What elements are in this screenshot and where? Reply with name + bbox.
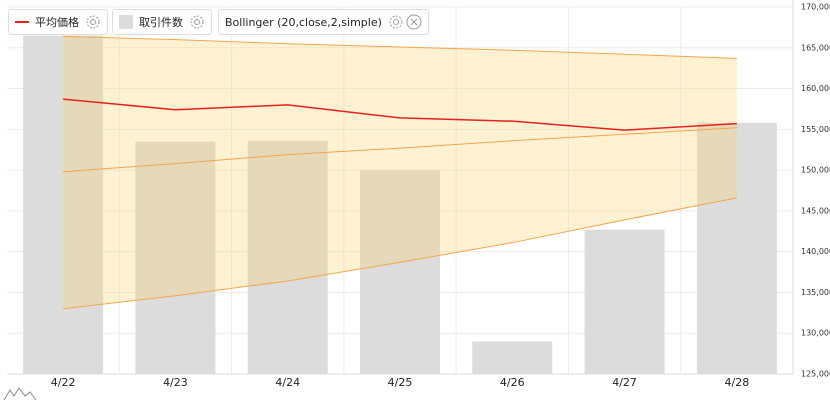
x-tick-label: 4/27 bbox=[612, 376, 637, 389]
band-fill bbox=[63, 36, 737, 309]
bar bbox=[23, 35, 104, 375]
x-tick-label: 4/25 bbox=[388, 376, 413, 389]
y-tick-label: 140,000 bbox=[801, 247, 830, 256]
close-icon[interactable] bbox=[406, 14, 422, 30]
bar bbox=[360, 170, 440, 374]
y-tick-label: 145,000 bbox=[801, 206, 830, 215]
bar bbox=[584, 229, 665, 374]
legend-swatch bbox=[15, 21, 29, 23]
y-tick-label: 130,000 bbox=[801, 329, 830, 338]
bar bbox=[247, 140, 328, 374]
y-tick-label: 125,000 bbox=[801, 370, 830, 379]
logo bbox=[3, 387, 37, 401]
legend-item[interactable]: 取引件数 bbox=[112, 9, 212, 35]
y-tick-label: 165,000 bbox=[801, 43, 830, 52]
settings-icon[interactable] bbox=[388, 14, 404, 30]
settings-icon[interactable] bbox=[189, 14, 205, 30]
legend-swatch bbox=[119, 15, 133, 29]
legend-item[interactable]: 平均価格 bbox=[8, 9, 108, 35]
y-tick-label: 150,000 bbox=[801, 166, 830, 175]
y-tick-label: 135,000 bbox=[801, 288, 830, 297]
bar bbox=[135, 141, 216, 374]
x-tick-label: 4/24 bbox=[275, 376, 300, 389]
bar bbox=[696, 122, 777, 374]
x-tick-label: 4/23 bbox=[163, 376, 188, 389]
x-tick-label: 4/26 bbox=[500, 376, 525, 389]
bollinger-middle bbox=[63, 127, 737, 173]
price-line bbox=[63, 98, 737, 131]
x-tick-label: 4/28 bbox=[725, 376, 750, 389]
legend-label: Bollinger (20,close,2,simple) bbox=[225, 15, 382, 29]
settings-icon[interactable] bbox=[85, 14, 101, 30]
plot: 125,000 130,000 135,000 140,000 145,000 150,0… bbox=[7, 0, 830, 389]
bar bbox=[472, 341, 553, 374]
bollinger-upper bbox=[63, 35, 737, 59]
y-tick-label: 155,000 bbox=[801, 125, 830, 134]
legend-label: 取引件数 bbox=[139, 16, 183, 29]
legend: 平均価格 取引件数 Bollinger (20,close,2,simple) bbox=[8, 9, 429, 35]
y-tick-label: 160,000 bbox=[801, 84, 830, 93]
bollinger-lower bbox=[63, 197, 737, 310]
x-tick-label: 4/22 bbox=[51, 376, 76, 389]
legend-label: 平均価格 bbox=[35, 16, 79, 29]
y-tick-label: 170,000 bbox=[801, 3, 830, 12]
legend-item[interactable]: Bollinger (20,close,2,simple) bbox=[218, 9, 429, 35]
